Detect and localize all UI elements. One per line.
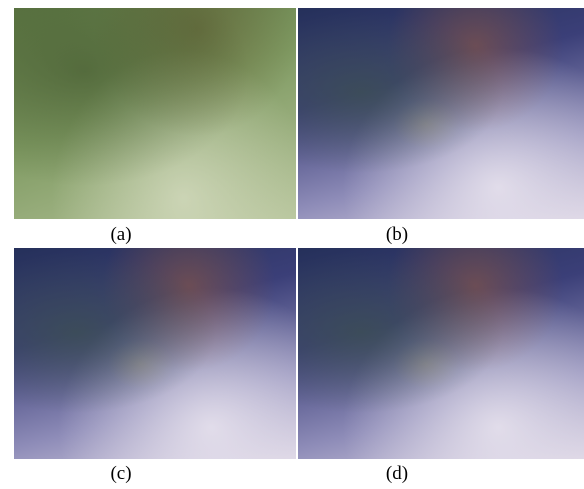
- panel-image: [14, 248, 296, 459]
- panel-label: (c): [0, 463, 262, 485]
- figure: (a) (b) (c) (d) (() => { const data = JS…: [0, 0, 584, 489]
- panel-label: (d): [256, 463, 538, 485]
- panel-image: [14, 8, 296, 219]
- panel-label: (b): [256, 224, 538, 246]
- panel-label: (a): [0, 224, 262, 246]
- panel-image: [298, 248, 584, 459]
- panel-image: [298, 8, 584, 219]
